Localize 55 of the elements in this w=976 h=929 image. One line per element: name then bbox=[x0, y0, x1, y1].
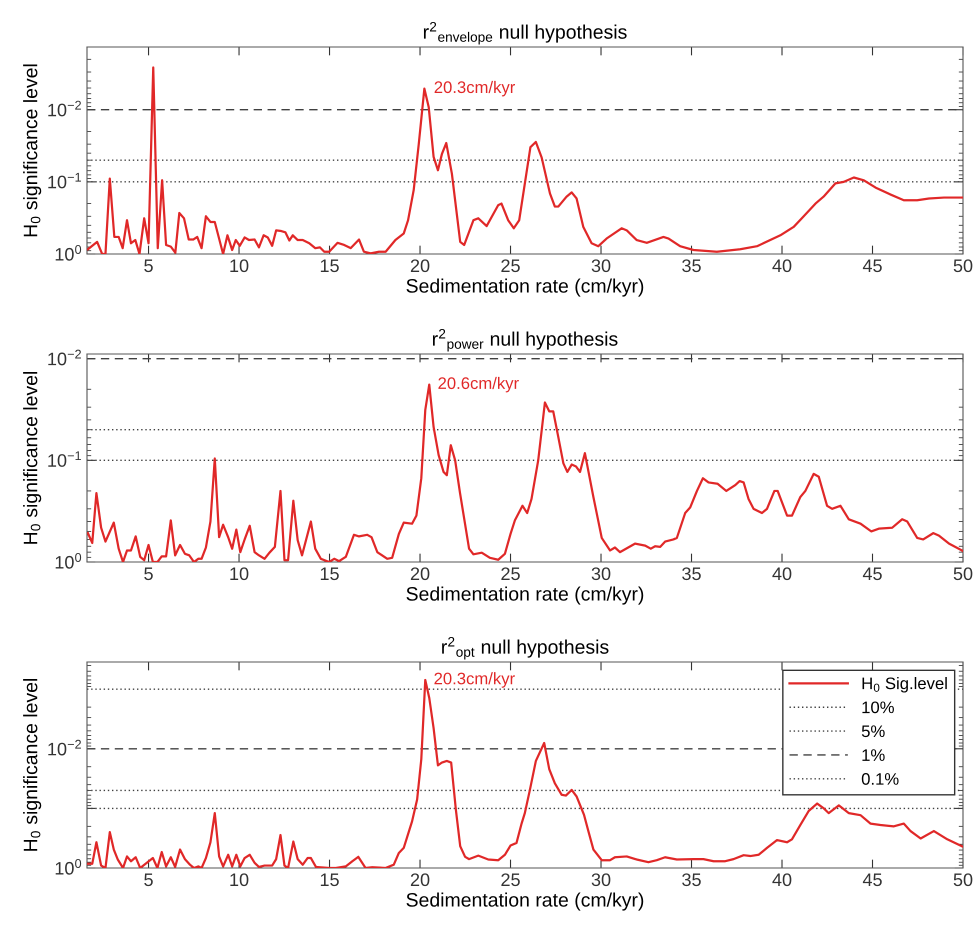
x-tick-label: 40 bbox=[772, 259, 792, 272]
x-axis-title: Sedimentation rate (cm/kyr) bbox=[406, 586, 644, 605]
annotation: 20.3cm/kyr bbox=[434, 80, 516, 96]
x-tick-label: 45 bbox=[862, 260, 882, 272]
x-tick-label: 25 bbox=[501, 259, 520, 272]
x-tick-label: 10 bbox=[230, 873, 248, 886]
y-tick-label: 10$^{−2}$ bbox=[48, 350, 81, 366]
ref-line-label: 1% bbox=[862, 749, 885, 761]
x-tick-label: 5 bbox=[144, 260, 153, 272]
x-tick-label: 5 bbox=[144, 568, 153, 580]
x-axis-title: Sedimentation rate (cm/kyr) bbox=[406, 278, 644, 297]
chart-title: r$^{2}$$_{opt}$ null hypothesis bbox=[442, 636, 608, 660]
x-tick-label: 5 bbox=[144, 874, 153, 886]
y-tick-label: 10$^{0}$ bbox=[56, 859, 82, 875]
x-tick-label: 45 bbox=[862, 874, 882, 886]
x-tick-label: 25 bbox=[501, 567, 520, 580]
y-tick-label: 10$^{0}$ bbox=[56, 245, 82, 261]
legend-label: 10% bbox=[862, 701, 894, 714]
x-tick-label: 10 bbox=[230, 259, 248, 272]
legend-label: 5% bbox=[862, 725, 885, 738]
x-tick-label: 35 bbox=[682, 873, 701, 886]
x-tick-label: 35 bbox=[682, 567, 701, 580]
y-axis-title: H$_{0}$ significance level bbox=[23, 679, 42, 851]
x-tick-label: 50 bbox=[954, 259, 972, 272]
chart-title: r$^{2}$$_{envelope}$ null hypothesis bbox=[424, 22, 627, 45]
x-tick-label: 20 bbox=[410, 259, 430, 272]
x-tick-label: 20 bbox=[410, 567, 430, 580]
x-tick-label: 25 bbox=[501, 873, 520, 886]
x-tick-label: 35 bbox=[682, 259, 701, 272]
y-tick-label: 10$^{0}$ bbox=[56, 553, 82, 569]
x-axis-title: Sedimentation rate (cm/kyr) bbox=[406, 892, 644, 911]
x-tick-label: 10 bbox=[230, 567, 248, 580]
x-tick-label: 40 bbox=[772, 873, 792, 886]
x-tick-label: 30 bbox=[592, 567, 610, 580]
x-tick-label: 50 bbox=[954, 567, 972, 580]
x-tick-label: 15 bbox=[320, 260, 339, 272]
annotation: 20.3cm/kyr bbox=[434, 672, 515, 688]
x-tick-label: 30 bbox=[592, 259, 610, 272]
x-tick-label: 15 bbox=[320, 874, 339, 886]
legend-label: 0.1% bbox=[862, 773, 899, 785]
y-axis-title: H$_{0}$ significance level bbox=[23, 372, 42, 544]
x-tick-label: 45 bbox=[862, 568, 882, 580]
y-tick-label: 10$^{−1}$ bbox=[48, 451, 81, 467]
legend-label: H$_{0}$ Sig.level bbox=[862, 677, 947, 693]
x-tick-label: 40 bbox=[772, 567, 792, 580]
x-tick-label: 15 bbox=[320, 568, 339, 580]
y-axis-title: H$_{0}$ significance level bbox=[23, 64, 42, 236]
y-tick-label: 10$^{−2}$ bbox=[48, 740, 81, 756]
y-tick-label: 10$^{−2}$ bbox=[48, 100, 81, 116]
y-tick-label: 10$^{−1}$ bbox=[48, 172, 81, 188]
x-tick-label: 20 bbox=[410, 873, 430, 886]
x-tick-label: 50 bbox=[954, 873, 972, 886]
x-tick-label: 30 bbox=[592, 873, 610, 886]
annotation: 20.6cm/kyr bbox=[438, 376, 519, 392]
chart-title: r$^{2}$$_{power}$ null hypothesis bbox=[432, 328, 618, 352]
